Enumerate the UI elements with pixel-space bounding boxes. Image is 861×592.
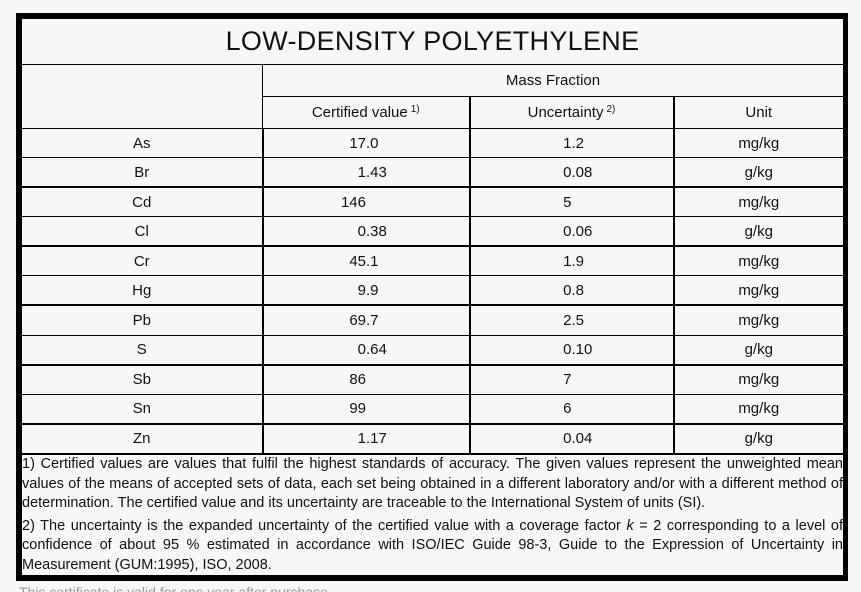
unit-cell: mg/kg <box>673 393 844 425</box>
footnote-2-text-after-k: = 2 corresponding to a level of confiden… <box>22 517 843 573</box>
certified-value-cell: 9.9 <box>262 275 471 307</box>
uncertainty-header: Uncertainty 2) <box>469 96 675 129</box>
element-symbol: Pb <box>21 304 264 336</box>
element-symbol: As <box>21 127 264 159</box>
table-row: As 17.0 1.2 mg/kg <box>21 127 844 159</box>
certified-value-cell: 45.1 <box>262 245 471 277</box>
element-symbol: Sn <box>21 393 264 425</box>
footnote-2-marker: 2) <box>606 104 616 115</box>
certified-value-cell: 1.43 <box>262 157 471 189</box>
unit-cell: mg/kg <box>673 186 844 218</box>
unit-cell: mg/kg <box>673 364 844 395</box>
footnotes-row: 1) Certified values are values that fulf… <box>21 453 844 576</box>
table-row: Sb 86 7 mg/kg <box>21 364 844 395</box>
element-symbol: Cd <box>21 186 264 218</box>
unit-header: Unit <box>673 96 844 129</box>
mass-fraction-table: LOW-DENSITY POLYETHYLENE Mass Fraction C… <box>21 18 844 576</box>
certified-value-label: Certified value <box>311 104 408 121</box>
certified-value-cell: 17.0 <box>262 127 471 159</box>
empty-corner-cell <box>21 64 263 129</box>
unit-cell: mg/kg <box>673 245 844 277</box>
uncertainty-cell: 0.08 <box>469 157 675 189</box>
unit-cell: mg/kg <box>673 304 844 336</box>
uncertainty-cell: 0.8 <box>469 275 675 307</box>
footnote-2-text-before-k: 2) The uncertainty is the expanded uncer… <box>22 517 627 534</box>
element-symbol: Cr <box>21 245 264 277</box>
footnote-1: 1) Certified values are values that fulf… <box>22 456 843 511</box>
element-symbol: Hg <box>21 275 264 307</box>
certificate-table: LOW-DENSITY POLYETHYLENE Mass Fraction C… <box>16 13 848 581</box>
certified-value-cell: 86 <box>262 364 471 395</box>
element-symbol: Br <box>21 157 264 189</box>
uncertainty-cell: 2.5 <box>469 304 675 336</box>
group-header-row: Mass Fraction <box>21 64 844 129</box>
uncertainty-cell: 6 <box>469 393 675 425</box>
footnote-2: 2) The uncertainty is the expanded uncer… <box>22 517 843 576</box>
table-row: S 0.64 0.10 g/kg <box>21 334 844 366</box>
certified-value-header: Certified value 1) <box>262 96 471 129</box>
element-symbol: Cl <box>21 216 264 248</box>
mass-fraction-header: Mass Fraction <box>262 64 844 97</box>
table-row: Pb 69.7 2.5 mg/kg <box>21 304 844 336</box>
title-row: LOW-DENSITY POLYETHYLENE <box>21 18 844 65</box>
uncertainty-cell: 0.06 <box>469 216 675 248</box>
material-title: LOW-DENSITY POLYETHYLENE <box>21 18 844 65</box>
certified-value-cell: 146 <box>262 186 471 218</box>
element-symbol: Zn <box>21 423 264 456</box>
certified-value-cell: 0.64 <box>262 334 471 366</box>
table-row: Zn 1.17 0.04 g/kg <box>21 423 844 456</box>
uncertainty-cell: 7 <box>469 364 675 395</box>
table-row: Cl 0.38 0.06 g/kg <box>21 216 844 248</box>
table-row: Sn 99 6 mg/kg <box>21 393 844 425</box>
uncertainty-cell: 1.9 <box>469 245 675 277</box>
unit-cell: mg/kg <box>673 127 844 159</box>
uncertainty-cell: 0.10 <box>469 334 675 366</box>
element-symbol: Sb <box>21 364 264 395</box>
coverage-factor-k: k <box>626 517 634 534</box>
certified-value-cell: 69.7 <box>262 304 471 336</box>
table-row: Hg 9.9 0.8 mg/kg <box>21 275 844 307</box>
footnote-1-marker: 1) <box>410 104 420 115</box>
unit-cell: g/kg <box>673 334 844 366</box>
unit-cell: g/kg <box>673 423 844 456</box>
certified-value-cell: 0.38 <box>262 216 471 248</box>
clipped-bottom-text: This certificate is valid for one year a… <box>19 584 328 592</box>
uncertainty-cell: 1.2 <box>469 127 675 159</box>
uncertainty-cell: 5 <box>469 186 675 218</box>
footnotes-area: 1) Certified values are values that fulf… <box>21 453 844 576</box>
certified-value-cell: 99 <box>262 393 471 425</box>
unit-cell: mg/kg <box>673 275 844 307</box>
table-row: Br 1.43 0.08 g/kg <box>21 157 844 189</box>
table-row: Cd 146 5 mg/kg <box>21 186 844 218</box>
unit-cell: g/kg <box>673 157 844 189</box>
certified-value-cell: 1.17 <box>262 423 471 456</box>
table-row: Cr 45.1 1.9 mg/kg <box>21 245 844 277</box>
element-symbol: S <box>21 334 264 366</box>
unit-cell: g/kg <box>673 216 844 248</box>
uncertainty-label: Uncertainty <box>527 104 604 121</box>
uncertainty-cell: 0.04 <box>469 423 675 456</box>
